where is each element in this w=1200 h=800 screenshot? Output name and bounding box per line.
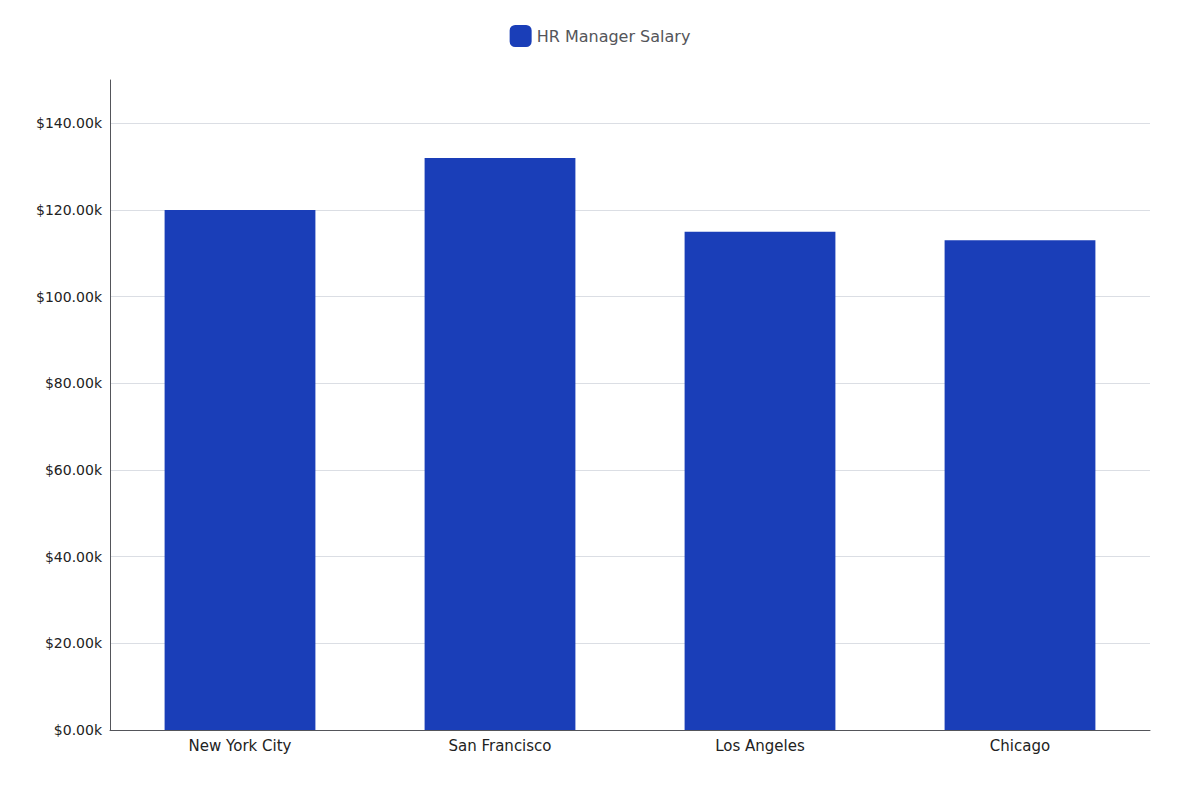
svg-text:$120.00k: $120.00k: [36, 202, 103, 218]
svg-text:$20.00k: $20.00k: [45, 635, 103, 651]
svg-text:Chicago: Chicago: [990, 737, 1050, 755]
svg-text:$80.00k: $80.00k: [45, 375, 103, 391]
svg-text:$60.00k: $60.00k: [45, 462, 103, 478]
svg-text:$0.00k: $0.00k: [54, 722, 103, 738]
svg-text:HR Manager Salary: HR Manager Salary: [537, 27, 691, 46]
svg-text:$100.00k: $100.00k: [36, 289, 103, 305]
svg-text:$40.00k: $40.00k: [45, 549, 103, 565]
svg-text:San Francisco: San Francisco: [448, 737, 551, 755]
svg-text:New York City: New York City: [189, 737, 292, 755]
svg-text:$140.00k: $140.00k: [36, 115, 103, 131]
svg-text:Los Angeles: Los Angeles: [715, 737, 805, 755]
